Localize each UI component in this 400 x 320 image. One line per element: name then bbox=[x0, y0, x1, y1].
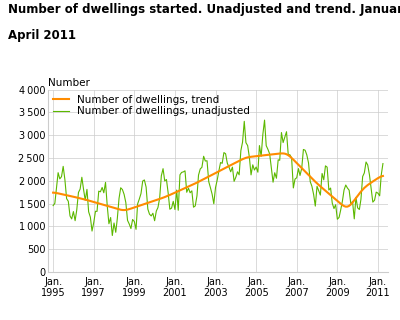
Text: Number: Number bbox=[48, 78, 90, 88]
Line: Number of dwellings, trend: Number of dwellings, trend bbox=[53, 153, 383, 210]
Text: Number of dwellings started. Unadjusted and trend. January 1995-: Number of dwellings started. Unadjusted … bbox=[8, 3, 400, 16]
Line: Number of dwellings, unadjusted: Number of dwellings, unadjusted bbox=[53, 120, 383, 236]
Text: April 2011: April 2011 bbox=[8, 29, 76, 42]
Legend: Number of dwellings, trend, Number of dwellings, unadjusted: Number of dwellings, trend, Number of dw… bbox=[53, 95, 250, 116]
